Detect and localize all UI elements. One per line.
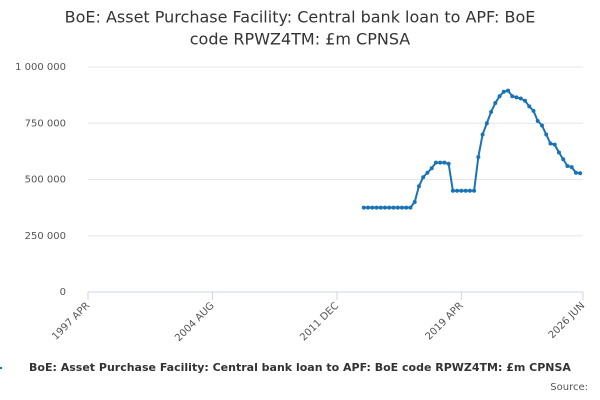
data-point [438,160,443,165]
data-point [514,95,519,100]
y-tick-label: 0 [60,287,66,298]
data-point [412,200,417,204]
data-point [361,205,366,210]
data-point [565,164,570,168]
y-tick-label: 1 000 000 [15,62,66,73]
data-point [484,121,489,126]
data-point [506,88,511,93]
data-point [467,188,472,193]
data-point [548,141,553,146]
x-tick-label: 2019 APR [424,300,466,342]
legend-label: BoE: Asset Purchase Facility: Central ba… [29,361,571,374]
x-tick-label: 2004 AUG [173,300,217,344]
data-point [556,150,561,155]
chart-title: code RPWZ4TM: £m CPNSA [190,30,411,49]
data-point [455,188,460,193]
data-point [578,171,583,176]
data-point [446,161,451,166]
source-label: Source: [550,382,588,393]
data-point [527,104,532,109]
y-tick-label: 500 000 [25,175,66,186]
data-point [573,170,578,175]
data-point [391,205,396,210]
data-point [421,175,426,180]
data-point [518,96,523,101]
data-point [561,157,566,162]
data-point [497,94,502,99]
data-point [378,205,383,210]
data-point [374,205,379,210]
data-point [399,205,404,210]
data-point [387,205,392,210]
data-point [535,119,540,123]
data-point [450,188,455,193]
data-point [442,160,447,165]
data-point [395,205,400,210]
data-point [476,155,481,159]
data-point [531,108,536,113]
x-tick-label: 2011 DEC [298,300,341,343]
data-point [370,205,375,210]
data-point [404,205,409,210]
data-point [489,110,494,114]
data-point [544,132,549,137]
data-point [569,165,574,170]
data-point [429,166,434,171]
data-point [408,205,413,210]
data-point [501,89,506,94]
data-point [366,205,371,210]
y-tick-label: 250 000 [25,231,66,242]
data-point [433,160,438,165]
data-point [463,188,468,193]
y-tick-label: 750 000 [25,118,66,129]
data-point [493,101,498,105]
data-point [510,94,515,99]
series-line [363,89,581,209]
x-tick-label: 2026 JUN [547,300,588,341]
data-point [539,123,544,128]
data-point [459,188,464,193]
data-point [472,188,477,193]
data-point [416,184,421,189]
data-point [425,170,430,175]
chart-title: BoE: Asset Purchase Facility: Central ba… [65,8,536,27]
data-point [523,98,528,103]
data-point [552,142,557,147]
data-point [383,205,387,210]
data-point [480,132,485,137]
x-tick-label: 1997 APR [50,300,92,342]
